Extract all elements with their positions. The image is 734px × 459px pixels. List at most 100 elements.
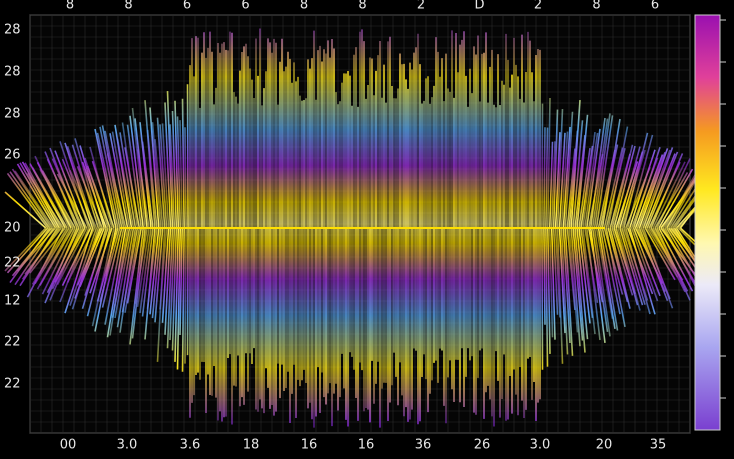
wave-stroke xyxy=(179,227,183,335)
wave-stroke xyxy=(19,162,59,229)
wave-stroke xyxy=(562,126,571,229)
wave-stroke xyxy=(541,227,544,370)
wave-stroke xyxy=(126,124,143,229)
wave-stroke xyxy=(69,169,98,229)
wave-stroke xyxy=(24,227,62,275)
wave-stroke xyxy=(139,122,152,229)
wave-stroke xyxy=(56,227,88,285)
left-label: 28 xyxy=(4,65,21,80)
wave-stroke xyxy=(101,227,123,308)
wave-stroke xyxy=(116,227,135,328)
left-label: 22 xyxy=(4,335,21,350)
wave-stroke xyxy=(164,227,172,335)
wave-stroke xyxy=(176,116,182,229)
wave-stroke xyxy=(184,227,187,364)
wave-stroke xyxy=(609,227,631,309)
wave-stroke xyxy=(574,135,586,229)
wave-stroke xyxy=(96,227,119,302)
wave-stroke xyxy=(86,165,111,229)
wave-stroke xyxy=(623,132,649,229)
wave-stroke xyxy=(171,227,178,351)
wave-stroke xyxy=(558,132,566,229)
wave-stroke xyxy=(9,171,51,229)
wave-stroke xyxy=(179,120,183,229)
wave-stroke xyxy=(154,227,164,323)
wave-stroke xyxy=(545,227,549,367)
wave-stroke xyxy=(161,227,170,323)
wave-stroke xyxy=(106,227,127,338)
wave-stroke xyxy=(61,158,92,229)
wave-stroke xyxy=(607,126,629,229)
left-label: 20 xyxy=(4,221,21,236)
wave-stroke xyxy=(16,163,57,229)
wave-stroke xyxy=(146,227,158,309)
wave-stroke xyxy=(625,227,651,315)
wave-stroke xyxy=(564,227,574,356)
colorbar-ticks xyxy=(720,19,726,399)
wave-stroke xyxy=(29,227,66,274)
wave-stroke xyxy=(640,149,671,229)
wave-stroke xyxy=(617,146,641,229)
wave-stroke xyxy=(161,123,170,229)
bottom-label: 3.0 xyxy=(530,438,551,453)
wave-stroke xyxy=(64,142,94,229)
wave-stroke xyxy=(54,227,86,283)
wave-stroke xyxy=(111,131,131,229)
top-label: 2 xyxy=(534,0,542,13)
wave-stroke xyxy=(601,118,621,229)
wave-stroke xyxy=(91,227,115,327)
wave-stroke xyxy=(186,84,189,229)
wave-stroke xyxy=(566,148,576,229)
wave-stroke xyxy=(595,227,614,319)
wave-stroke xyxy=(591,118,609,229)
wave-stroke xyxy=(34,227,70,285)
wave-stroke xyxy=(41,170,76,229)
left-label: 28 xyxy=(4,107,21,122)
wave-stroke xyxy=(186,227,189,356)
top-label: 6 xyxy=(651,0,659,13)
wave-stroke xyxy=(159,227,168,310)
wave-stroke xyxy=(129,115,144,229)
wave-stroke xyxy=(129,227,144,345)
top-label: 6 xyxy=(183,0,191,13)
wave-stroke xyxy=(121,227,139,313)
wave-stroke xyxy=(586,128,601,229)
wave-stroke xyxy=(580,227,594,318)
wave-stroke xyxy=(156,117,166,229)
wave-stroke xyxy=(617,227,641,311)
wave-stroke xyxy=(619,151,644,229)
top-label: D xyxy=(474,0,484,13)
wave-stroke xyxy=(154,139,164,229)
wave-stroke xyxy=(656,158,691,229)
wave-stroke xyxy=(116,138,135,229)
wave-stroke xyxy=(626,134,654,229)
wave-stroke xyxy=(611,227,634,296)
wave-stroke xyxy=(605,227,626,327)
bottom-label: 3.0 xyxy=(117,438,138,453)
wave-stroke xyxy=(151,227,162,319)
wave-stroke xyxy=(69,227,98,306)
wave-stroke xyxy=(576,114,589,229)
wave-stroke xyxy=(636,151,666,229)
wave-stroke xyxy=(139,227,152,314)
wave-stroke xyxy=(76,227,103,286)
wave-stroke xyxy=(607,227,629,302)
wave-stroke xyxy=(652,227,686,293)
bottom-label: 16 xyxy=(301,438,318,453)
bottom-label: 16 xyxy=(358,438,375,453)
wave-stroke xyxy=(119,132,137,229)
wave-stroke xyxy=(589,227,606,343)
wave-stroke xyxy=(646,151,679,229)
wave-stroke xyxy=(646,227,679,278)
wave-stroke xyxy=(174,100,180,229)
wave-stroke xyxy=(169,124,176,229)
left-label: 22 xyxy=(4,256,21,271)
wave-stroke xyxy=(554,132,561,229)
wave-stroke xyxy=(6,227,49,274)
wave-stroke xyxy=(543,227,546,325)
wave-stroke xyxy=(4,227,47,272)
top-label: 8 xyxy=(592,0,600,13)
wave-stroke xyxy=(552,227,559,315)
wave-stroke xyxy=(136,227,150,308)
wave-stroke xyxy=(84,227,109,296)
